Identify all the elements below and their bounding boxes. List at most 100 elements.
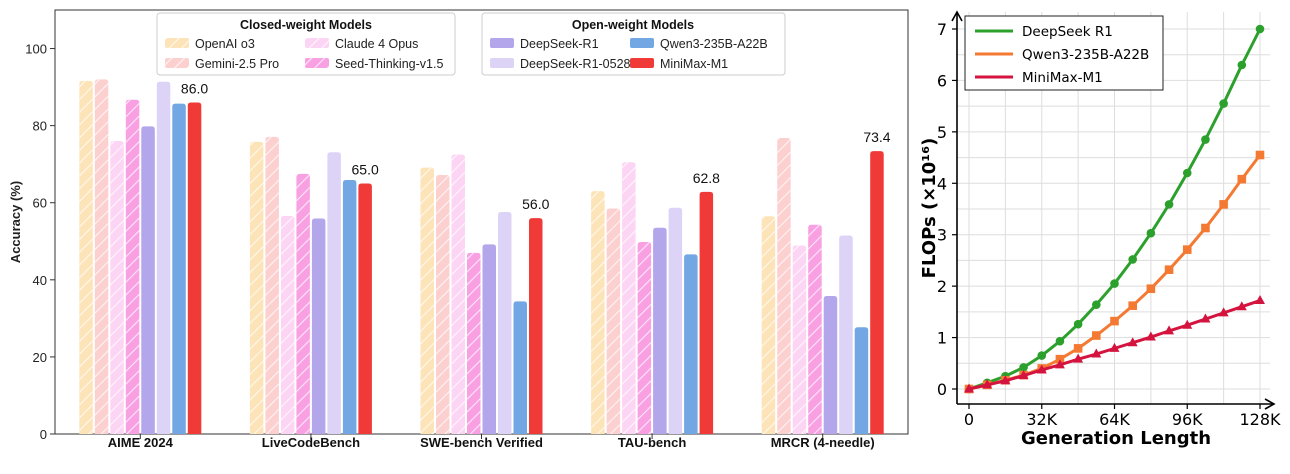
bar-hatch [94,79,109,434]
bar [839,235,853,434]
bar [823,296,838,434]
bar [358,183,372,434]
legend-label: Gemini-2.5 Pro [195,57,279,71]
bar [187,102,202,434]
line-point [1019,363,1028,372]
line-y-tick-label: 2 [937,277,947,296]
line-y-tick-label: 7 [937,20,947,39]
bar-hatch [591,191,605,434]
bar-x-tick-label: LiveCodeBench [262,435,360,450]
line-point [1219,200,1228,209]
line-point [1201,135,1210,144]
line-point [1092,300,1101,309]
bar-y-tick-label: 60 [33,196,47,211]
bar-y-tick-label: 20 [33,350,47,365]
bar [172,103,186,434]
legend-swatch [490,38,514,48]
bar-hatch [125,99,140,434]
bar-hatch [792,245,807,434]
bar-x-tick-label: TAU-bench [618,435,686,450]
legend-swatch [630,38,654,48]
legend-title: Closed-weight Models [240,18,372,32]
bar-y-tick-label: 80 [33,119,47,134]
bar-y-axis: 0 20 40 60 80 100 [25,42,55,442]
line-point [1036,364,1047,374]
line-point [982,379,993,389]
line-y-tick-label: 5 [937,123,947,142]
bar [498,211,512,434]
line-y-tick-label: 6 [937,71,947,90]
line-point [1092,331,1101,340]
bar-hatch [622,162,636,434]
bar-x-axis: AIME 2024 LiveCodeBench SWE-bench Verified… [108,434,875,450]
line-point [1109,342,1120,352]
line-point [1128,301,1137,310]
bar-hatch [110,141,124,434]
legend-label: MiniMax-M1 [660,57,728,71]
line-point [1073,344,1083,353]
bar [699,191,714,434]
line-point [1255,295,1265,305]
line-x-axis-label: Generation Length [1021,428,1211,449]
legend-label: Seed-Thinking-v1.5 [335,57,443,71]
bar [156,81,171,434]
line-point [1255,24,1265,34]
bar [870,151,884,435]
x-axis-arrow-icon [1264,398,1276,410]
line-point [1164,265,1174,274]
bar [342,179,357,434]
line-point [1055,336,1065,346]
line-point [1218,307,1229,317]
bar-y-tick-label: 40 [33,273,47,288]
line-point [1091,348,1102,358]
line-point [1200,313,1211,323]
bar-hatch [637,242,652,434]
legend-swatch [630,58,654,68]
line-point [1236,301,1247,311]
bar-hatch [777,137,791,434]
bar-hatch [265,136,279,434]
bar [854,327,869,434]
line-y-tick-label: 3 [937,226,947,245]
line-point [1182,168,1192,178]
line-series [964,24,1265,394]
bar [529,218,543,434]
line-point [1128,255,1137,264]
line-x-tick-label: 64K [1099,410,1130,429]
bar-hatch [606,208,621,434]
line-y-tick-label: 0 [937,380,947,399]
line-point [1237,174,1247,184]
flops-line-chart: 0 32K 64K 96K 128K 0 1 2 3 4 5 6 7 Generation Length… [919,10,1281,449]
line-y-tick-label: 1 [937,329,947,348]
line-legend-label: DeepSeek R1 [1022,24,1113,40]
line-point [1182,245,1192,254]
line-point [1055,354,1065,364]
legend-label: DeepSeek-R1 [520,37,599,51]
line-legend-label: MiniMax-M1 [1022,70,1103,86]
line-point [1110,279,1119,288]
legend-label: Qwen3-235B-A22B [660,37,768,51]
line-point [1073,319,1083,329]
legend-title: Open-weight Models [572,18,694,32]
line-point [1018,370,1029,380]
bar-series: 86.0 65.0 56.0 62.8 73.4 [79,79,891,435]
line-point [1255,150,1265,160]
line-point [1164,200,1174,209]
bar-hatch [451,154,465,434]
line-point [1000,375,1011,385]
line-point [1073,353,1084,363]
bar-hatch [808,224,822,434]
bar [653,227,667,434]
line-point [1127,337,1138,347]
bar-hatch [296,173,310,434]
line-x-tick-label: 0 [964,410,974,429]
line-x-tick-label: 96K [1172,410,1203,429]
bar-y-tick-label: 0 [40,427,47,442]
bar-x-tick-label: SWE-bench Verified [420,435,543,450]
bar [684,254,698,434]
legend-swatch-hatch [165,58,189,68]
bar [311,218,326,434]
legend-label: DeepSeek-R1-0528 [520,57,631,71]
line-point [1054,359,1065,369]
